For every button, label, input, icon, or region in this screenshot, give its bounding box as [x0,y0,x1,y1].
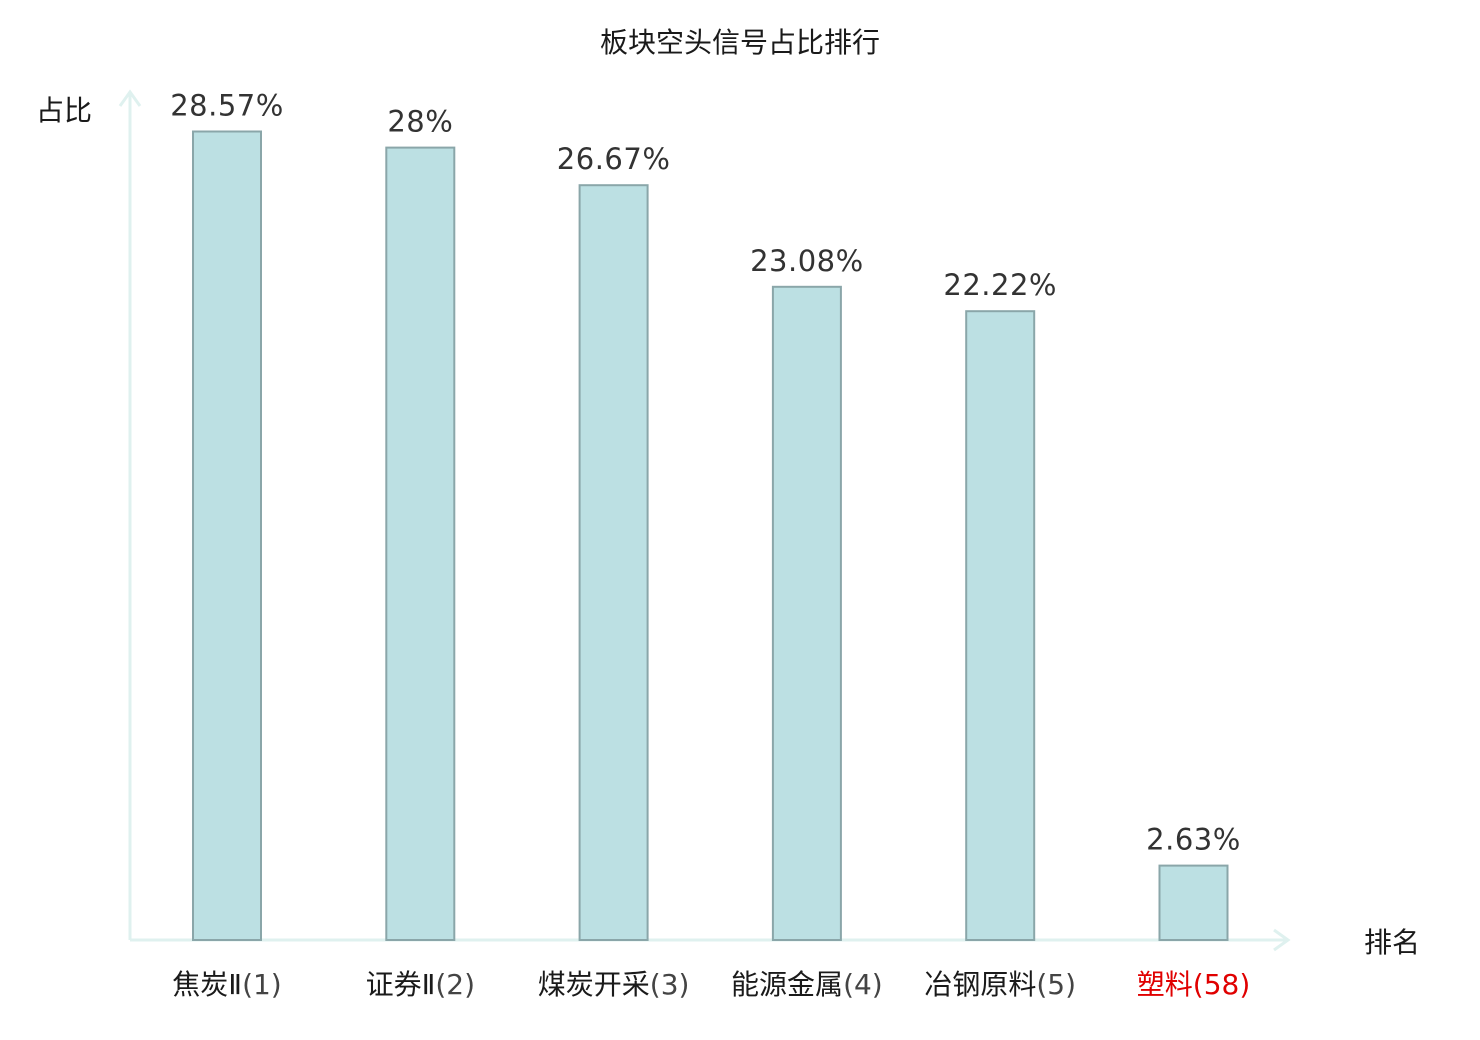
x-axis-arrow [1273,928,1291,952]
category-label-1: 焦炭Ⅱ(1) [172,968,281,1001]
category-labels: 焦炭Ⅱ(1) 证券Ⅱ(2) 煤炭开采(3) 能源金属(4) 冶钢原料(5) 塑料(58) [172,968,1250,1001]
bars [192,130,1229,942]
category-name: 焦炭Ⅱ [172,968,242,1001]
bar-2 [385,146,456,942]
category-rank: (1) [242,968,282,1001]
category-label-3: 煤炭开采(3) [538,968,690,1001]
category-name: 证券Ⅱ [366,968,436,1001]
category-label-6: 塑料(58) [1137,968,1251,1001]
bar-3 [578,184,649,941]
category-rank: (5) [1036,968,1076,1001]
category-name: 煤炭开采 [538,968,650,1001]
bar-4 [771,285,842,941]
category-label-4: 能源金属(4) [731,968,883,1001]
category-rank: (58) [1193,968,1250,1001]
value-labels: 28.57% 28% 26.67% 23.08% 22.22% 2.63% [170,89,1241,857]
y-axis-label: 占比 [36,94,92,127]
value-label-2: 28% [387,105,453,139]
x-axis-label: 排名 [1364,926,1420,959]
category-rank: (2) [435,968,475,1001]
value-label-4: 23.08% [750,244,864,278]
category-name: 能源金属 [731,968,843,1001]
bar-6 [1158,864,1229,941]
y-axis-arrow [118,89,142,107]
value-label-5: 22.22% [943,268,1057,302]
value-label-1: 28.57% [170,89,284,123]
category-rank: (3) [650,968,690,1001]
chart-title: 板块空头信号占比排行 [600,26,880,59]
axes [118,89,1291,952]
category-name: 冶钢原料 [924,968,1036,1001]
value-label-6: 2.63% [1146,823,1241,857]
bar-1 [192,130,262,941]
category-label-5: 冶钢原料(5) [924,968,1076,1001]
value-label-3: 26.67% [557,142,671,176]
category-rank: (4) [843,968,883,1001]
category-name: 塑料 [1137,968,1193,1001]
category-label-2: 证券Ⅱ(2) [366,968,475,1001]
bar-5 [965,310,1036,941]
